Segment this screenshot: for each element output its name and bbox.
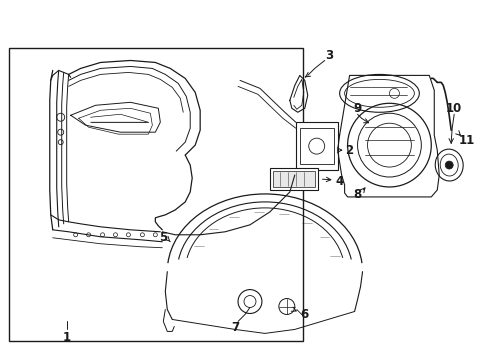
Text: 9: 9 xyxy=(353,102,362,115)
Text: 3: 3 xyxy=(326,49,334,62)
Text: 11: 11 xyxy=(459,134,475,147)
Text: 6: 6 xyxy=(301,308,309,321)
Bar xyxy=(300,128,334,164)
Text: 7: 7 xyxy=(231,321,239,334)
Ellipse shape xyxy=(340,75,419,112)
Bar xyxy=(273,171,315,187)
Text: 2: 2 xyxy=(345,144,354,157)
Text: 8: 8 xyxy=(353,188,362,202)
Text: 10: 10 xyxy=(446,102,462,115)
Text: 1: 1 xyxy=(63,331,71,344)
Bar xyxy=(270,168,318,190)
Ellipse shape xyxy=(435,149,463,181)
Circle shape xyxy=(445,161,453,169)
Text: 4: 4 xyxy=(336,175,344,189)
Text: 5: 5 xyxy=(159,231,168,244)
Bar xyxy=(296,122,338,170)
Bar xyxy=(9,48,303,341)
